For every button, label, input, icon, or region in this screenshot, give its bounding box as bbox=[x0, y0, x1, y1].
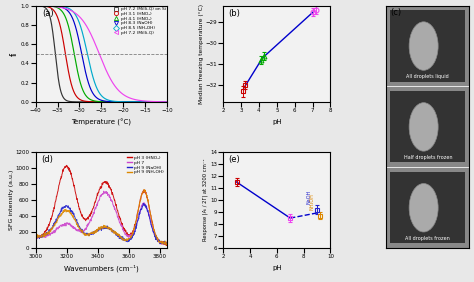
Y-axis label: fᵢ: fᵢ bbox=[10, 52, 19, 56]
X-axis label: Wavenumbers (cm⁻¹): Wavenumbers (cm⁻¹) bbox=[64, 265, 139, 272]
Ellipse shape bbox=[409, 22, 438, 70]
Bar bbox=[391, 172, 465, 243]
Text: (b): (b) bbox=[228, 8, 240, 17]
Ellipse shape bbox=[409, 184, 438, 232]
X-axis label: pH: pH bbox=[272, 119, 282, 125]
Bar bbox=[391, 91, 465, 162]
Bar bbox=[386, 87, 469, 167]
Legend: pH 7.2 (Milli-Q) on Si, pH 3.1 (HNO₃), pH 4.1 (HNO₃), pH 8.3 (NaOH), pH 8.5 (NH₄: pH 7.2 (Milli-Q) on Si, pH 3.1 (HNO₃), p… bbox=[111, 7, 166, 35]
Text: NH₄OH: NH₄OH bbox=[309, 193, 314, 210]
Bar bbox=[391, 10, 465, 81]
Y-axis label: Median freezing temperature (°C): Median freezing temperature (°C) bbox=[199, 4, 204, 104]
Text: (a): (a) bbox=[42, 8, 54, 17]
Text: (e): (e) bbox=[228, 155, 240, 164]
Bar bbox=[386, 167, 469, 248]
X-axis label: pH: pH bbox=[272, 265, 282, 271]
Y-axis label: SFG intensity (a.u.): SFG intensity (a.u.) bbox=[9, 170, 14, 230]
Text: All droplets liquid: All droplets liquid bbox=[406, 74, 449, 79]
Bar bbox=[386, 6, 469, 87]
Text: NaOH: NaOH bbox=[306, 190, 311, 204]
Text: All droplets frozen: All droplets frozen bbox=[405, 236, 450, 241]
Text: (c): (c) bbox=[391, 8, 401, 17]
Text: (d): (d) bbox=[41, 155, 53, 164]
Ellipse shape bbox=[409, 103, 438, 151]
Y-axis label: Response |Aᵢ / 2Γ| at 3200 cm⁻¹: Response |Aᵢ / 2Γ| at 3200 cm⁻¹ bbox=[203, 159, 209, 241]
Legend: pH 3 (HNO₃), pH 7, pH 9 (NaOH), pH 9 (NH₄OH): pH 3 (HNO₃), pH 7, pH 9 (NaOH), pH 9 (NH… bbox=[125, 154, 165, 176]
Text: Half droplets frozen: Half droplets frozen bbox=[403, 155, 452, 160]
X-axis label: Temperature (°C): Temperature (°C) bbox=[72, 119, 131, 126]
